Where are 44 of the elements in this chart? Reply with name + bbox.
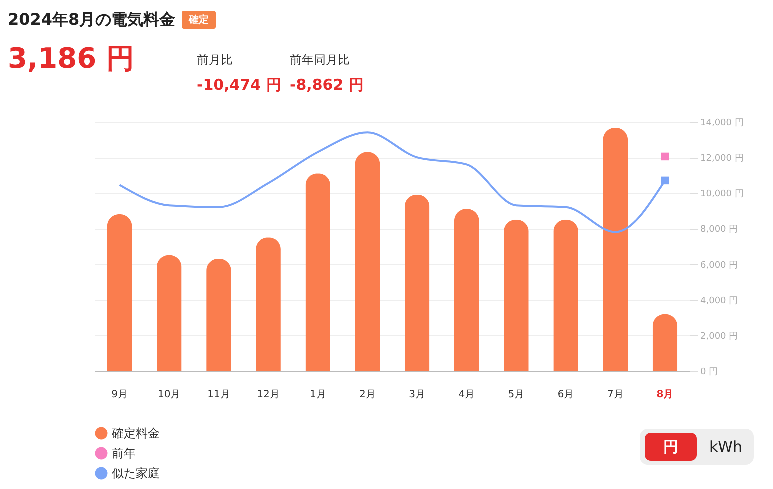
- x-tick-label: 10月: [158, 390, 181, 400]
- bar: [504, 220, 529, 371]
- text: -10,474 円: [197, 76, 282, 94]
- bar: [404, 194, 430, 371]
- bar: [652, 314, 678, 371]
- y-tick-label: 8,000 円: [700, 225, 738, 236]
- bar: [206, 258, 232, 371]
- bar: [554, 220, 578, 371]
- text: kWh: [709, 438, 743, 456]
- y-tick-label: 10,000 円: [700, 190, 744, 200]
- text: 円: [664, 438, 678, 456]
- y-tick-label: 4,000 円: [700, 296, 738, 306]
- x-tick-label: 12月: [257, 390, 280, 400]
- y-tick-label: 12,000 円: [700, 154, 744, 164]
- y-tick-label: 0 円: [700, 368, 718, 378]
- y-tick-label: 14,000 円: [700, 118, 744, 128]
- x-tick-label: 2月: [360, 390, 376, 400]
- text: 3,186 円: [8, 42, 134, 75]
- bar: [306, 174, 331, 371]
- bar: [355, 152, 380, 371]
- bar: [454, 209, 480, 371]
- x-tick-label: 6月: [558, 390, 574, 400]
- x-tick-label: 4月: [458, 390, 476, 400]
- y-tick-label: 6,000 円: [700, 260, 738, 271]
- text: 確定: [188, 14, 209, 26]
- text: 前月比: [197, 53, 233, 67]
- chart-title: 2024年8月の電気料金: [8, 10, 176, 29]
- bar: [256, 238, 281, 371]
- x-tick-label: 1月: [310, 390, 326, 400]
- bar: [156, 255, 182, 371]
- bar: [107, 214, 132, 371]
- text: 前年同月比: [290, 53, 350, 67]
- x-tick-label: 5月: [508, 390, 525, 400]
- x-tick-label: 3月: [409, 390, 426, 400]
- x-tick-label: 7月: [607, 390, 624, 400]
- x-tick-label: 8月: [656, 390, 674, 400]
- bar: [603, 128, 628, 371]
- x-tick-label: 9月: [112, 390, 128, 400]
- legend-label: 似た家庭: [112, 466, 160, 480]
- y-tick-label: 2,000 円: [700, 332, 738, 342]
- text: -8,862 円: [290, 76, 364, 94]
- legend-label: 前年: [112, 446, 136, 460]
- x-tick-label: 11月: [208, 390, 230, 400]
- legend-label: 確定料金: [111, 426, 160, 440]
